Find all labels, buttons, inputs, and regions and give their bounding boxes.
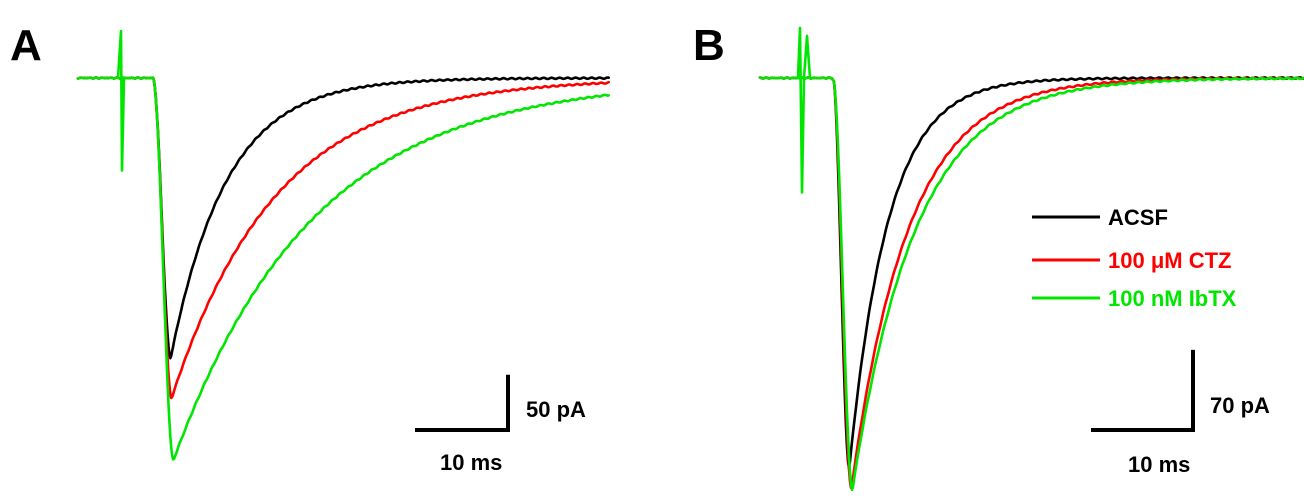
legend-label-acsf: ACSF [1108, 205, 1168, 230]
panel-b-traces [758, 26, 1304, 492]
panel-a-label: A [10, 21, 42, 70]
panel-a: A 50 pA 10 ms [10, 21, 611, 475]
trace-series-2 [76, 76, 611, 461]
panel-a-x-scale-label: 10 ms [440, 450, 502, 475]
trace-series-2 [758, 76, 1304, 492]
panel-b-x-scale-label: 10 ms [1128, 452, 1190, 477]
panel-a-scalebar: 50 pA 10 ms [415, 374, 586, 475]
panel-b-scalebar: 70 pA 10 ms [1091, 349, 1270, 477]
panel-a-scalebar-lines [415, 374, 510, 432]
panel-b-label: B [693, 21, 725, 70]
trace-series-0 [76, 76, 611, 360]
panel-b: B ACSF 100 μM CTZ 100 nM IbTX 70 pA 10 m… [693, 21, 1304, 492]
panel-a-y-scale-label: 50 pA [526, 397, 586, 422]
panel-b-scalebar-lines [1091, 349, 1195, 432]
panel-b-y-scale-label: 70 pA [1210, 393, 1270, 418]
stimulus-artifact [796, 26, 812, 194]
panel-a-traces [76, 29, 611, 461]
legend-label-ctz: 100 μM CTZ [1108, 248, 1231, 273]
panel-b-legend: ACSF 100 μM CTZ 100 nM IbTX [1032, 205, 1237, 311]
trace-series-1 [76, 76, 611, 400]
stimulus-artifact [116, 29, 126, 172]
legend-label-ibtx: 100 nM IbTX [1108, 286, 1237, 311]
